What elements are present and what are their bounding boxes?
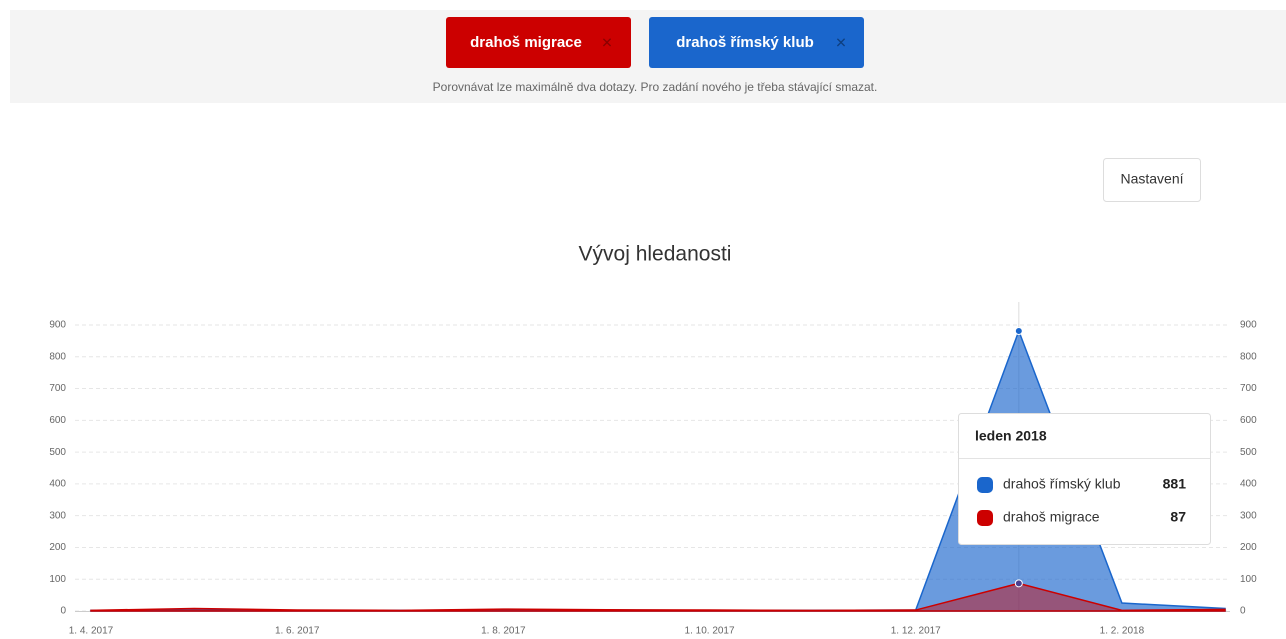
y2-tick-label: 800 [1240,351,1257,362]
button-bg [1103,158,1201,202]
point-marker [1014,579,1023,588]
y2-tick-label: 500 [1240,447,1257,458]
y2-tick-label: 600 [1240,415,1257,426]
y2-tick-label: 400 [1240,479,1257,490]
chip-bg [446,17,631,68]
legend-value: 881 [1163,476,1187,492]
note: Porovnávat lze maximálně dva dotazy. Pro… [433,80,878,94]
legend-label: drahoš migrace [1003,509,1100,525]
x-tick-label: 1. 6. 2017 [275,626,320,637]
chip-red[interactable]: drahoš migrace ✕ [446,17,631,68]
y-tick-label: 400 [49,479,66,490]
x-tick-label: 1. 8. 2017 [481,626,526,637]
tooltip-bg [958,413,1211,545]
header-band [10,10,1286,103]
y-tick-label: 800 [49,351,66,362]
y-tick-label: 900 [49,320,66,331]
x-tick-label: 1. 10. 2017 [685,626,735,637]
y-tick-label: 700 [49,383,66,394]
chart-title: Vývoj hledanosti [579,243,732,266]
chip-close[interactable]: ✕ [601,35,613,51]
chip-bg [649,17,864,68]
y2-tick-label: 700 [1240,383,1257,394]
button-label: Nastavení [1120,171,1183,187]
y-tick-label: 600 [49,415,66,426]
area [90,582,1226,612]
y2-tick-label: 900 [1240,320,1257,331]
settings-button[interactable]: Nastavení [1103,158,1201,202]
legend-label: drahoš římský klub [1003,476,1121,492]
y2-tick-label: 0 [1240,606,1246,617]
y2-tick-label: 200 [1240,542,1257,553]
y-tick-label: 100 [49,574,66,585]
legend-swatch [977,510,993,526]
tooltip-title: leden 2018 [975,428,1047,444]
y-tick-label: 300 [49,510,66,521]
y2-tick-label: 100 [1240,574,1257,585]
y-tick-label: 500 [49,447,66,458]
chip-blue[interactable]: drahoš římský klub ✕ [649,17,864,68]
point-marker [1014,327,1023,336]
y2-tick-label: 300 [1240,510,1257,521]
tooltip: leden 2018 drahoš římský klub 881 drahoš mi… [958,413,1211,545]
x-tick-label: 1. 2. 2018 [1100,626,1145,637]
chip-label: drahoš migrace [470,34,582,51]
legend-value: 87 [1170,509,1186,525]
y-tick-label: 200 [49,542,66,553]
x-tick-label: 1. 12. 2017 [891,626,941,637]
x-tick-label: 1. 4. 2017 [69,626,114,637]
chip-close[interactable]: ✕ [835,35,847,51]
legend-swatch [977,477,993,493]
chip-label: drahoš římský klub [676,34,814,51]
y-tick-label: 0 [60,606,66,617]
